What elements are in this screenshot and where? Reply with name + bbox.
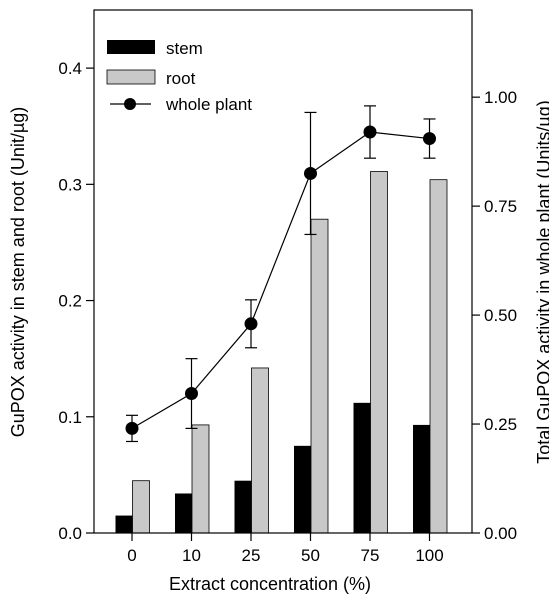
point-whole-plant-100 <box>423 132 436 146</box>
plot-frame <box>93 9 473 534</box>
y-tick-label: 0.2 <box>58 292 82 311</box>
point-whole-plant-50 <box>304 166 317 180</box>
point-whole-plant-10 <box>185 387 198 401</box>
y2-tick-label: 0.50 <box>484 306 517 325</box>
x-tick-label: 75 <box>361 546 380 565</box>
bar-stem-75 <box>353 402 371 533</box>
x-tick-label: 0 <box>127 546 136 565</box>
x-axis-title: Extract concentration (%) <box>169 574 371 594</box>
x-tick-label: 25 <box>242 546 261 565</box>
legend-label-whole-plant: whole plant <box>165 95 252 114</box>
y-tick-label: 0.4 <box>58 59 82 78</box>
point-whole-plant-0 <box>125 421 139 435</box>
bar-stem-50 <box>294 445 311 533</box>
y2-tick-label: 0.00 <box>484 524 517 543</box>
bars-layer <box>115 171 448 534</box>
whole-plant-layer <box>125 105 436 443</box>
y2-tick-label: 1.00 <box>484 88 517 107</box>
y-tick-label: 0.3 <box>58 175 82 194</box>
bar-stem-0 <box>115 515 133 533</box>
y2-axis-title: Total GuPOX activity in whole plant (Uni… <box>534 100 549 464</box>
x-tick-label: 10 <box>182 546 201 565</box>
y2-axis-ticks: 0.00 0.25 0.50 0.75 1.00 <box>472 88 517 543</box>
x-tick-label: 50 <box>301 546 320 565</box>
bar-stem-25 <box>234 480 252 533</box>
point-whole-plant-25 <box>244 317 258 331</box>
point-whole-plant-75 <box>363 125 377 139</box>
bar-root-50 <box>310 218 329 534</box>
bar-root-0 <box>132 480 150 534</box>
whole-plant-line <box>131 131 430 429</box>
bar-stem-100 <box>413 424 430 533</box>
y2-tick-label: 0.25 <box>484 415 517 434</box>
legend-swatch-root <box>106 69 156 85</box>
bar-stem-10 <box>175 493 192 533</box>
bar-root-100 <box>429 179 448 534</box>
legend-label-stem: stem <box>166 39 203 58</box>
y-axis-ticks: 0.0 0.1 0.2 0.3 0.4 <box>58 59 94 543</box>
bar-root-25 <box>251 367 269 534</box>
y2-tick-label: 0.75 <box>484 197 517 216</box>
x-axis-ticks: 0 10 25 50 75 100 <box>127 533 444 565</box>
legend-swatch-stem <box>107 40 155 54</box>
bar-root-75 <box>370 171 388 534</box>
y-axis-title: GuPOX activity in stem and root (Unit/µg… <box>8 107 28 438</box>
legend-marker-whole-plant <box>124 98 136 110</box>
bar-root-10 <box>191 424 210 534</box>
legend-label-root: root <box>166 69 196 88</box>
y-tick-label: 0.0 <box>58 524 82 543</box>
y-tick-label: 0.1 <box>58 408 82 427</box>
legend: stem root whole plant <box>106 39 252 114</box>
x-tick-label: 100 <box>415 546 443 565</box>
